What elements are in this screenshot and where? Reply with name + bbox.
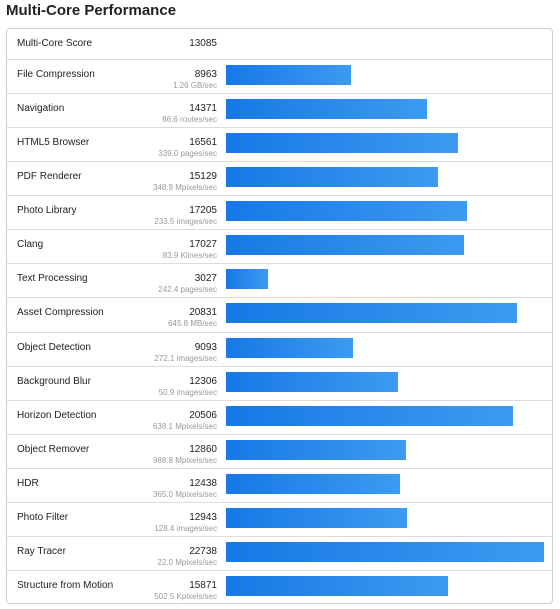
benchmark-rate: 638.1 Mpixels/sec xyxy=(152,421,217,431)
benchmark-name: Clang xyxy=(17,239,44,251)
score-bar xyxy=(226,303,518,324)
benchmark-name: Horizon Detection xyxy=(17,409,97,421)
score-bar xyxy=(226,133,458,154)
benchmark-score: 15129 xyxy=(189,171,217,183)
benchmark-rate: 645.8 MB/sec xyxy=(168,319,217,329)
benchmark-score: 9093 xyxy=(194,341,217,353)
benchmark-row: Ray Tracer 22738 22.0 Mpixels/sec xyxy=(7,537,552,571)
benchmark-rate: 1.26 GB/sec xyxy=(172,81,217,90)
benchmark-score: 16561 xyxy=(189,137,217,149)
benchmark-rate: 272.1 images/sec xyxy=(154,353,217,363)
benchmark-row: Photo Library 17205 233.5 images/sec xyxy=(7,196,552,231)
score-bar xyxy=(226,235,465,256)
benchmark-name: Background Blur xyxy=(17,375,91,387)
score-bar xyxy=(226,541,544,562)
benchmark-name: HTML5 Browser xyxy=(17,137,90,149)
benchmark-row: Structure from Motion 15871 502.5 Kpixels/… xyxy=(7,571,552,603)
benchmark-score: 8963 xyxy=(194,69,217,80)
benchmark-name: Text Processing xyxy=(17,273,88,285)
benchmark-row: File Compression 8963 1.26 GB/sec xyxy=(7,60,552,95)
summary-row: Multi-Core Score 13085 xyxy=(7,29,552,60)
benchmark-rate: 86.6 routes/sec xyxy=(162,115,217,125)
benchmark-row: Navigation 14371 86.6 routes/sec xyxy=(7,94,552,129)
score-bar xyxy=(226,99,427,120)
benchmark-score: 14371 xyxy=(189,103,217,115)
score-bar xyxy=(226,507,407,528)
benchmark-name: Asset Compression xyxy=(17,307,104,319)
benchmark-rate: 339.0 pages/sec xyxy=(158,149,217,159)
benchmark-row: Text Processing 3027 242.4 pages/sec xyxy=(7,264,552,299)
benchmark-name: HDR xyxy=(17,477,39,489)
benchmark-row: HTML5 Browser 16561 339.0 pages/sec xyxy=(7,128,552,163)
score-bar xyxy=(226,65,352,85)
benchmark-name: Object Detection xyxy=(17,341,91,353)
benchmark-rate: 128.4 images/sec xyxy=(154,523,217,533)
benchmark-row: Clang 17027 83.9 Klines/sec xyxy=(7,230,552,265)
benchmark-row: Object Remover 12860 988.8 Mpixels/sec xyxy=(7,435,552,469)
benchmark-name: Navigation xyxy=(17,103,65,115)
score-bar xyxy=(226,575,448,596)
benchmark-rate: 233.5 images/sec xyxy=(154,217,217,227)
score-bar xyxy=(226,405,513,426)
benchmark-score: 12438 xyxy=(189,477,217,489)
benchmark-score: 20831 xyxy=(189,307,217,319)
score-bar xyxy=(226,337,354,358)
benchmark-row: Object Detection 9093 272.1 images/sec xyxy=(7,333,552,367)
benchmark-score: 12860 xyxy=(189,443,217,455)
benchmark-name: Photo Library xyxy=(17,205,77,217)
results-panel: Multi-Core Score 13085 File Compression 8… xyxy=(6,28,553,604)
benchmark-name: PDF Renderer xyxy=(17,171,82,183)
benchmark-score: 3027 xyxy=(194,273,217,285)
benchmark-rate: 988.8 Mpixels/sec xyxy=(152,455,217,465)
summary-score: 13085 xyxy=(189,38,217,49)
benchmark-score: 20506 xyxy=(189,409,217,421)
benchmark-rate: 50.9 images/sec xyxy=(158,387,217,397)
benchmark-score: 22738 xyxy=(189,545,217,557)
benchmark-rate: 242.4 pages/sec xyxy=(158,285,217,295)
benchmark-row: HDR 12438 365.0 Mpixels/sec xyxy=(7,469,552,503)
benchmark-name: Structure from Motion xyxy=(17,579,114,591)
benchmark-score: 12306 xyxy=(189,375,217,387)
score-bar xyxy=(226,473,400,494)
summary-label: Multi-Core Score xyxy=(17,38,93,49)
benchmark-rate: 83.9 Klines/sec xyxy=(162,251,217,261)
score-bar xyxy=(226,201,467,222)
benchmark-rate: 348.9 Mpixels/sec xyxy=(152,183,217,193)
benchmark-rate: 365.0 Mpixels/sec xyxy=(152,489,217,499)
benchmark-rate: 502.5 Kpixels/sec xyxy=(154,591,217,601)
benchmark-name: Object Remover xyxy=(17,443,90,455)
benchmark-row: PDF Renderer 15129 348.9 Mpixels/sec xyxy=(7,162,552,197)
score-bar xyxy=(226,439,406,460)
score-bar xyxy=(226,167,438,188)
benchmark-name: Ray Tracer xyxy=(17,545,66,557)
benchmark-score: 17027 xyxy=(189,239,217,251)
benchmark-row: Horizon Detection 20506 638.1 Mpixels/sec xyxy=(7,401,552,435)
benchmark-name: File Compression xyxy=(17,69,95,80)
benchmark-rate: 22.0 Mpixels/sec xyxy=(157,557,217,567)
benchmark-name: Photo Filter xyxy=(17,511,69,523)
benchmark-row: Background Blur 12306 50.9 images/sec xyxy=(7,367,552,401)
score-bar xyxy=(226,371,399,392)
score-bar xyxy=(226,269,269,290)
benchmark-score: 15871 xyxy=(189,579,217,591)
benchmark-row: Asset Compression 20831 645.8 MB/sec xyxy=(7,298,552,333)
benchmark-score: 17205 xyxy=(189,205,217,217)
title: Multi-Core Performance xyxy=(6,2,177,19)
benchmark-score: 12943 xyxy=(189,511,217,523)
benchmark-row: Photo Filter 12943 128.4 images/sec xyxy=(7,503,552,537)
